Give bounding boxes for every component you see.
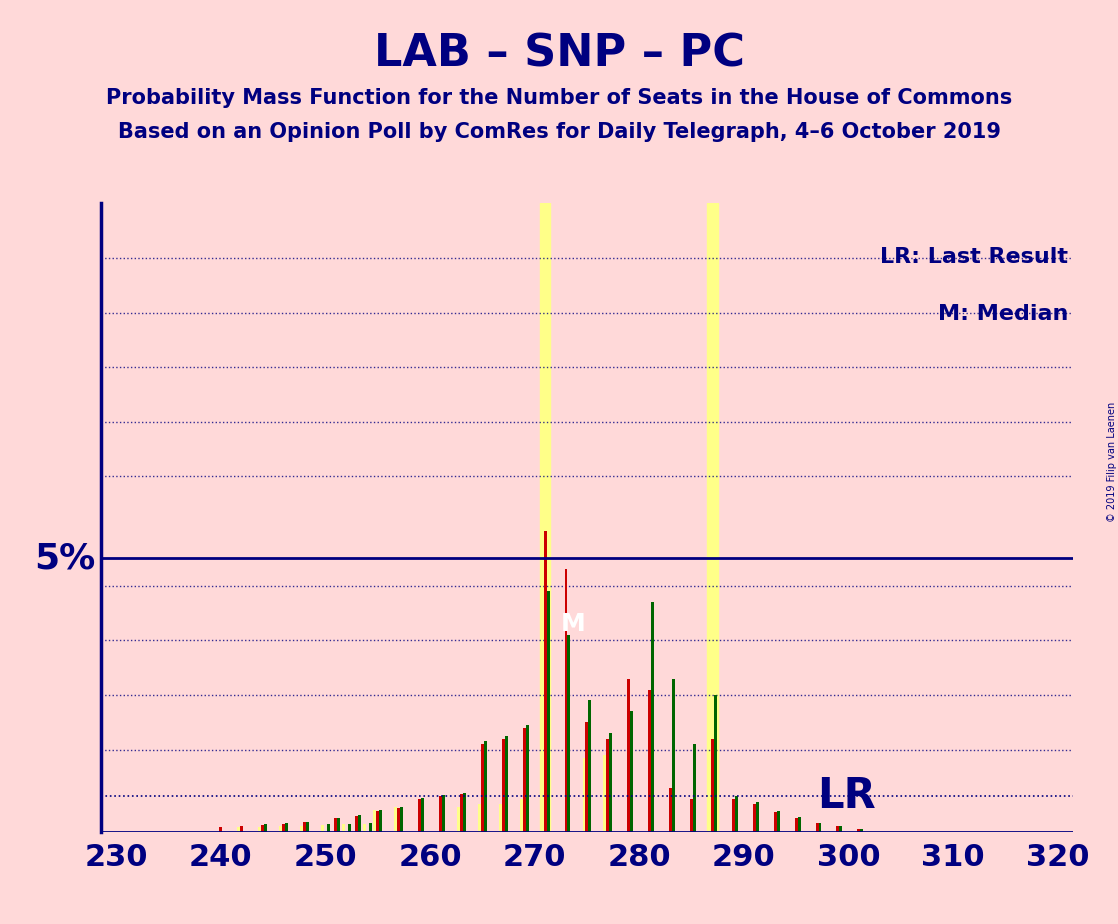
- Bar: [395, 807, 397, 832]
- Bar: [459, 795, 463, 832]
- Bar: [711, 738, 714, 832]
- Bar: [565, 569, 568, 832]
- Bar: [280, 826, 282, 832]
- Bar: [264, 824, 267, 832]
- Bar: [627, 678, 631, 832]
- Bar: [373, 809, 377, 832]
- Text: M: M: [561, 612, 586, 636]
- Bar: [797, 817, 800, 832]
- Bar: [262, 825, 264, 832]
- Bar: [670, 788, 672, 832]
- Bar: [774, 812, 777, 832]
- Bar: [418, 799, 421, 832]
- Bar: [815, 823, 818, 832]
- Bar: [303, 822, 306, 832]
- Bar: [457, 807, 459, 832]
- Bar: [240, 826, 244, 832]
- Bar: [479, 804, 481, 832]
- Bar: [300, 825, 303, 832]
- Bar: [321, 825, 324, 832]
- Bar: [604, 755, 606, 832]
- Text: Probability Mass Function for the Number of Seats in the House of Commons: Probability Mass Function for the Number…: [106, 88, 1012, 108]
- Bar: [377, 811, 379, 832]
- Bar: [547, 591, 550, 832]
- Bar: [338, 818, 340, 832]
- Bar: [285, 823, 288, 832]
- Bar: [525, 725, 529, 832]
- Bar: [334, 819, 338, 832]
- Bar: [379, 810, 382, 832]
- Bar: [523, 728, 525, 832]
- Bar: [861, 829, 863, 832]
- Bar: [795, 818, 797, 832]
- Bar: [520, 799, 523, 832]
- Bar: [777, 811, 779, 832]
- Bar: [714, 695, 717, 832]
- Bar: [463, 794, 466, 832]
- Bar: [400, 807, 404, 832]
- Bar: [439, 796, 442, 832]
- Bar: [588, 700, 591, 832]
- Bar: [609, 734, 613, 832]
- Bar: [568, 635, 570, 832]
- Bar: [237, 827, 240, 832]
- Bar: [582, 758, 586, 832]
- Bar: [858, 829, 861, 832]
- Bar: [481, 744, 484, 832]
- Bar: [326, 824, 330, 832]
- Text: M: Median: M: Median: [938, 304, 1068, 323]
- Text: LR: LR: [817, 775, 875, 817]
- Text: LAB – SNP – PC: LAB – SNP – PC: [373, 32, 745, 76]
- Bar: [397, 808, 400, 832]
- Bar: [502, 738, 504, 832]
- Bar: [540, 203, 550, 832]
- Bar: [690, 799, 693, 832]
- Bar: [359, 815, 361, 832]
- Bar: [543, 531, 547, 832]
- Bar: [356, 816, 359, 832]
- Bar: [504, 736, 508, 832]
- Text: LR: Last Result: LR: Last Result: [880, 248, 1068, 267]
- Bar: [541, 794, 543, 832]
- Bar: [219, 827, 222, 832]
- Bar: [631, 711, 633, 832]
- Bar: [258, 827, 262, 832]
- Bar: [342, 824, 345, 832]
- Bar: [818, 823, 822, 832]
- Bar: [421, 797, 424, 832]
- Bar: [651, 602, 654, 832]
- Bar: [282, 824, 285, 832]
- Bar: [735, 796, 738, 832]
- Bar: [648, 689, 651, 832]
- Bar: [369, 823, 371, 832]
- Bar: [836, 826, 840, 832]
- Bar: [708, 203, 718, 832]
- Bar: [499, 804, 502, 832]
- Bar: [348, 824, 351, 832]
- Bar: [306, 821, 309, 832]
- Bar: [586, 723, 588, 832]
- Bar: [756, 801, 759, 832]
- Bar: [840, 826, 842, 832]
- Bar: [484, 741, 486, 832]
- Bar: [752, 804, 756, 832]
- Bar: [606, 738, 609, 832]
- Bar: [672, 678, 675, 832]
- Bar: [732, 799, 735, 832]
- Text: © 2019 Filip van Laenen: © 2019 Filip van Laenen: [1108, 402, 1117, 522]
- Bar: [363, 824, 366, 832]
- Bar: [693, 744, 695, 832]
- Text: 5%: 5%: [34, 541, 95, 576]
- Text: Based on an Opinion Poll by ComRes for Daily Telegraph, 4–6 October 2019: Based on an Opinion Poll by ComRes for D…: [117, 122, 1001, 142]
- Bar: [442, 795, 445, 832]
